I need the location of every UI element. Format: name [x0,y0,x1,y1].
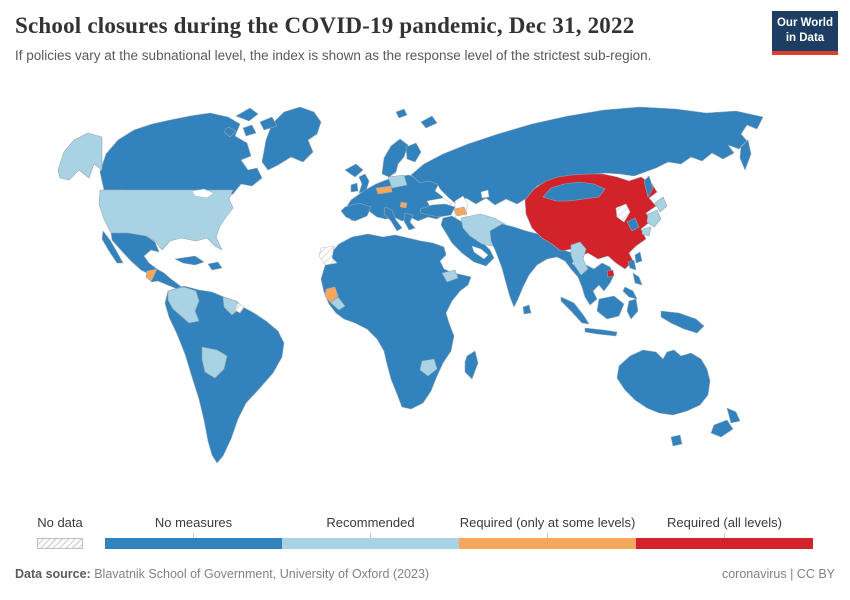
legend-tick [193,533,194,538]
legend-item-required-all[interactable]: Required (all levels) [636,515,813,549]
country-greece[interactable] [403,212,416,231]
country-indonesia[interactable] [560,295,639,337]
legend-no-data-swatch[interactable] [37,538,83,549]
country-poland[interactable] [387,174,408,189]
country-french-guiana[interactable] [234,302,245,314]
country-taiwan[interactable] [634,251,643,264]
legend-swatch-required-all[interactable] [636,538,813,549]
country-novaya-zemlya[interactable] [420,115,438,129]
country-western-sahara[interactable] [318,245,338,266]
legend-item-label: Required (only at some levels) [459,515,636,530]
country-cuba[interactable] [174,255,205,266]
country-liberia[interactable] [330,296,346,311]
country-sakhalin[interactable] [643,175,654,198]
legend-no-data-label: No data [37,515,83,530]
legend-item-required-some[interactable]: Required (only at some levels) [459,515,636,549]
data-source-text: Blavatnik School of Government, Universi… [90,567,430,581]
country-austria[interactable] [375,185,393,195]
country-bolivia[interactable] [201,346,228,379]
country-greenland[interactable] [261,106,322,171]
country-north-korea[interactable] [615,203,631,223]
country-mexico[interactable] [101,230,160,276]
owid-logo-line1: Our World [776,17,833,30]
country-sri-lanka[interactable] [522,304,532,315]
map-legend: No data No measures Recommended Required… [0,515,850,551]
country-myanmar[interactable] [570,241,589,276]
data-source: Data source: Blavatnik School of Governm… [15,567,429,581]
country-azerbaijan[interactable] [453,206,468,217]
persian-gulf [471,245,489,260]
owid-logo-line2: in Data [785,32,825,44]
country-canada[interactable] [99,107,278,200]
country-hispaniola[interactable] [207,261,223,271]
legend-swatch-no-measures[interactable] [105,538,282,549]
country-africa[interactable] [320,233,472,410]
page-title: School closures during the COVID-19 pand… [15,13,635,38]
legend-tick [724,533,725,538]
country-new-guinea[interactable] [660,310,705,334]
legend-swatch-recommended[interactable] [282,538,459,549]
legend-item-label: Required (all levels) [667,515,782,530]
country-eritrea[interactable] [441,269,459,283]
country-philippines[interactable] [622,259,643,300]
chart-header: School closures during the COVID-19 pand… [15,12,765,64]
country-finland[interactable] [405,142,422,163]
country-iberia[interactable] [340,202,372,222]
great-lakes [191,188,215,199]
country-mongolia[interactable] [542,181,606,202]
country-turkey[interactable] [419,203,456,218]
country-colombia[interactable] [167,286,200,324]
chart-subtitle: If policies vary at the subnational leve… [15,47,652,63]
legend-tick [547,533,548,538]
country-madagascar[interactable] [464,350,479,380]
country-scandinavia[interactable] [381,138,409,178]
country-svalbard[interactable] [395,108,408,119]
legend-item-label: No measures [154,515,233,530]
legend-bar: No measures Recommended Required (only a… [105,515,813,549]
legend-item-label: Recommended [326,515,415,530]
country-sierra-leone[interactable] [324,286,339,304]
country-japan[interactable] [641,196,668,237]
country-zimbabwe[interactable] [419,358,438,377]
chart-footer: Data source: Blavatnik School of Governm… [15,567,835,581]
country-montenegro[interactable] [399,201,408,209]
legend-swatch-required-some[interactable] [459,538,636,549]
license-credit[interactable]: coronavirus | CC BY [721,567,835,581]
country-italy[interactable] [383,206,403,232]
legend-tick [370,533,371,538]
country-south-korea[interactable] [626,217,640,232]
aral-sea [480,189,490,199]
world-map [0,95,850,510]
legend-item-recommended[interactable]: Recommended [282,515,459,549]
legend-item-no-measures[interactable]: No measures [105,515,282,549]
country-iceland[interactable] [344,163,364,178]
country-australia[interactable] [616,349,711,416]
country-new-zealand[interactable] [710,407,741,438]
country-russia[interactable] [410,106,764,206]
country-ireland[interactable] [350,182,359,193]
legend-no-data[interactable]: No data [37,515,83,549]
country-tasmania[interactable] [670,434,683,447]
owid-logo[interactable]: Our World in Data [772,11,838,55]
data-source-label: Data source: [15,567,91,581]
